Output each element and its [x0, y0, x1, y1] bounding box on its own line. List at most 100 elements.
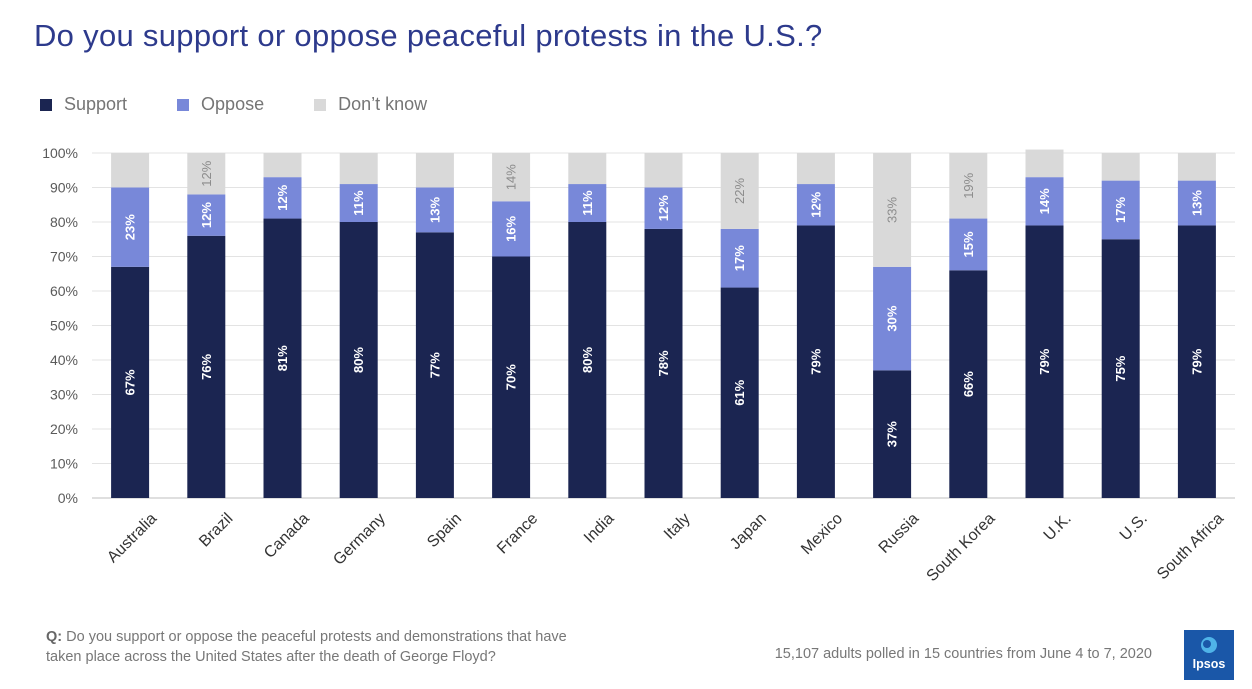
bar-don-t-know-segment — [644, 153, 683, 188]
bar-oppose-segment — [1101, 180, 1140, 240]
bar-oppose-segment — [720, 228, 759, 288]
bar-don-t-know-segment — [415, 153, 454, 188]
bar-oppose-segment — [644, 187, 683, 229]
legend-swatch-oppose — [177, 98, 190, 111]
x-tick-label: Brazil — [196, 510, 236, 550]
legend-label-dont-know: Don’t know — [338, 94, 428, 114]
legend-label-support: Support — [64, 94, 128, 114]
footer-question: Q: Do you support or oppose the peaceful… — [46, 627, 606, 667]
bar-support-segment — [949, 270, 988, 498]
data-label: 11% — [351, 190, 366, 216]
bar-don-t-know-segment — [492, 153, 531, 202]
data-label: 13% — [1189, 190, 1204, 216]
x-tick-label: Spain — [424, 510, 465, 551]
data-label: 61% — [732, 379, 747, 405]
bar-don-t-know-segment — [111, 153, 150, 188]
chart-legend: Support Oppose Don’t know — [40, 94, 477, 115]
legend-swatch-support — [40, 98, 52, 111]
x-tick-label: U.K. — [1041, 510, 1075, 544]
bar-support-segment — [415, 232, 454, 498]
legend-label-oppose: Oppose — [201, 94, 265, 114]
x-tick-label: Australia — [104, 510, 160, 566]
x-tick-label: Mexico — [798, 510, 846, 558]
data-label: 79% — [808, 348, 823, 374]
bar-don-t-know-segment — [339, 153, 378, 185]
data-label: 70% — [504, 364, 519, 390]
bar-don-t-know-segment — [1101, 153, 1140, 181]
bar-support-segment — [796, 225, 835, 498]
y-tick-label: 50% — [50, 318, 78, 334]
data-label: 75% — [1113, 355, 1128, 381]
footer-sample-note: 15,107 adults polled in 15 countries fro… — [774, 646, 1152, 662]
y-tick-label: 0% — [58, 490, 78, 506]
data-label: 14% — [504, 164, 519, 190]
bar-don-t-know-segment — [568, 153, 607, 185]
bar-don-t-know-segment — [187, 153, 226, 195]
bar-support-segment — [873, 370, 912, 498]
data-label: 12% — [275, 184, 290, 210]
data-label: 37% — [885, 421, 900, 447]
legend-item-oppose: Oppose — [177, 94, 264, 115]
ipsos-logo-mark — [1201, 637, 1217, 653]
data-label: 16% — [504, 215, 519, 241]
bar-support-segment — [263, 218, 302, 499]
data-label: 33% — [885, 196, 900, 222]
data-label: 14% — [1037, 188, 1052, 214]
y-tick-label: 70% — [50, 249, 78, 265]
bar-oppose-segment — [111, 187, 150, 267]
data-label: 80% — [580, 347, 595, 373]
y-tick-label: 40% — [50, 352, 78, 368]
bar-oppose-segment — [1025, 177, 1064, 226]
data-label: 66% — [961, 371, 976, 397]
x-tick-label: U.S. — [1117, 510, 1151, 544]
legend-item-dont-know: Don’t know — [314, 94, 427, 115]
y-tick-label: 60% — [50, 283, 78, 299]
data-label: 13% — [427, 196, 442, 222]
data-label: 77% — [427, 352, 442, 378]
bar-oppose-segment — [339, 184, 378, 222]
bar-oppose-segment — [263, 177, 302, 219]
x-tick-label: Russia — [876, 510, 923, 557]
data-label: 67% — [123, 369, 138, 395]
x-tick-label: France — [494, 510, 541, 557]
bar-oppose-segment — [492, 201, 531, 257]
data-label: 17% — [732, 245, 747, 271]
bar-oppose-segment — [1177, 180, 1216, 226]
x-tick-label: Japan — [727, 510, 770, 553]
x-tick-label: Germany — [330, 510, 389, 569]
bar-oppose-segment — [873, 266, 912, 371]
data-label: 80% — [351, 347, 366, 373]
bar-support-segment — [1177, 225, 1216, 498]
data-label: 12% — [808, 191, 823, 217]
x-tick-label: Italy — [661, 510, 694, 543]
bar-don-t-know-segment — [873, 153, 912, 267]
bar-oppose-segment — [949, 218, 988, 271]
y-tick-label: 80% — [50, 214, 78, 230]
data-label: 79% — [1189, 348, 1204, 374]
x-tick-label: Canada — [261, 510, 313, 562]
data-label: 15% — [961, 231, 976, 257]
ipsos-logo: Ipsos — [1184, 630, 1234, 680]
legend-swatch-dont-know — [314, 98, 327, 111]
data-label: 12% — [199, 160, 214, 186]
stacked-bar-chart: 0% 10% 20% 30% 40% 50% 60% 70% 80% 90% 100% 67% 23% A… — [42, 145, 1235, 585]
data-label: 22% — [732, 178, 747, 204]
data-label: 12% — [656, 195, 671, 221]
bar-support-segment — [339, 222, 378, 498]
data-label: 19% — [961, 172, 976, 198]
data-label: 81% — [275, 345, 290, 371]
ipsos-logo-text: Ipsos — [1192, 657, 1226, 671]
x-tick-label: South Korea — [924, 510, 999, 585]
data-label: 11% — [580, 190, 595, 216]
bar-support-segment — [644, 228, 683, 498]
bar-support-segment — [492, 256, 531, 498]
data-label: 30% — [885, 305, 900, 331]
y-tick-label: 30% — [50, 387, 78, 403]
bar-don-t-know-segment — [263, 153, 302, 178]
bar-support-segment — [568, 222, 607, 498]
chart-title: Do you support or oppose peaceful protes… — [34, 18, 823, 53]
bar-oppose-segment — [568, 184, 607, 222]
y-tick-label: 90% — [50, 180, 78, 196]
footer-question-prefix: Q: — [46, 629, 63, 645]
bar-don-t-know-segment — [796, 153, 835, 185]
